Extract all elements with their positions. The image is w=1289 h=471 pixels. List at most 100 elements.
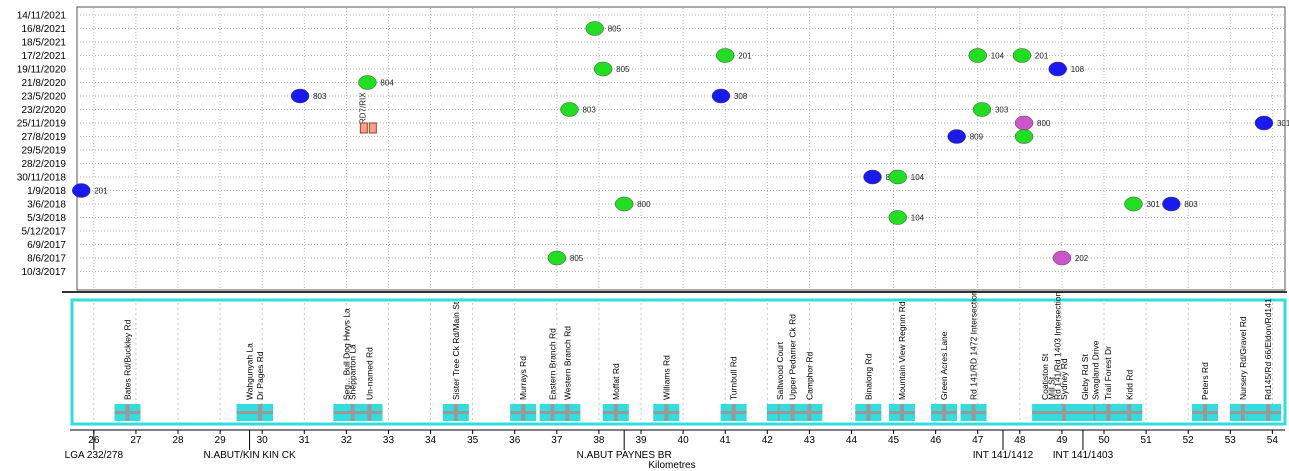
- road-strip-panel: [70, 298, 1287, 426]
- road-intersection: Green Acres Lane: [931, 331, 958, 421]
- road-name: Rd 141/Rd 1403 Intersection: [1053, 292, 1063, 400]
- y-tick-label: 1/9/2018: [27, 186, 66, 197]
- point-marker: [888, 210, 908, 225]
- road-intersection: Dr Pages Rd: [247, 351, 274, 421]
- y-tick-label: 6/9/2017: [27, 240, 66, 251]
- road-name: Peters Rd: [1200, 362, 1210, 400]
- road-name: Trail Forest Dr: [1103, 346, 1113, 400]
- crash-point: 201: [71, 183, 108, 198]
- point-label: 800: [637, 200, 651, 209]
- road-intersection: Moffat Rd: [602, 363, 629, 421]
- y-tick-label: 21/8/2020: [22, 78, 67, 89]
- road-intersection: Turnbull Rd: [720, 356, 747, 421]
- road-intersection: Nursery Rd/Gravel Rd: [1229, 316, 1256, 421]
- point-label: 803: [1184, 200, 1198, 209]
- point-label: 809: [970, 133, 984, 142]
- road-name: Sister Tree Ck Rd/Main St: [451, 301, 461, 400]
- crash-point: 104: [888, 169, 925, 185]
- crash-point: 800: [614, 196, 651, 212]
- annotation-label: RD7/RIX: [358, 92, 367, 124]
- point-marker: [1124, 196, 1143, 212]
- point-marker: [1254, 115, 1274, 131]
- point-label: 202: [1075, 254, 1089, 263]
- point-label: 800: [1037, 119, 1051, 128]
- road-intersection: Peters Rd: [1192, 362, 1219, 421]
- road-intersection: Rd 141/RD 1472 Intersection: [960, 290, 987, 421]
- crash-point: 201: [715, 48, 752, 63]
- x-tick-label: 43: [804, 435, 816, 446]
- y-tick-label: 5/12/2017: [22, 227, 67, 238]
- x-tick-label: 32: [341, 435, 353, 446]
- y-tick-label: 3/6/2018: [27, 200, 66, 211]
- crash-point: 301: [1254, 115, 1289, 131]
- crash-point: 104: [968, 48, 1005, 63]
- point-label: 104: [911, 173, 925, 182]
- x-tick-label: 39: [635, 435, 647, 446]
- road-intersection: Camphor Rd: [796, 352, 823, 421]
- x-tick-label: 48: [1014, 435, 1026, 446]
- y-tick-label: 14/11/2021: [17, 11, 67, 22]
- point-marker: [863, 169, 882, 185]
- road-intersection: Sydney Rd: [1051, 358, 1078, 421]
- x-tick-label: 35: [467, 435, 479, 446]
- point-marker: [1014, 129, 1034, 144]
- x-tick-label: 51: [1141, 435, 1153, 446]
- road-name: Binalong Rd: [863, 353, 873, 400]
- point-label: 201: [1035, 52, 1049, 61]
- point-label: 301: [1146, 200, 1160, 209]
- chainage-label: INT 141/1403: [1053, 450, 1114, 461]
- crash-point: 803: [1162, 196, 1198, 212]
- road-name: Seg... Bull Dog Hwys La: [341, 308, 351, 400]
- point-marker: [968, 48, 987, 63]
- road-name: Rd145/Rd 66/Eldon/Rd141: [1263, 298, 1273, 400]
- point-marker: [593, 61, 613, 77]
- crash-point: 803: [560, 102, 596, 117]
- road-intersection: Kidd Rd: [1116, 369, 1143, 421]
- x-tick-label: 47: [972, 435, 984, 446]
- road-intersection: Rd145/Rd 66/Eldon/Rd141: [1255, 298, 1282, 421]
- annotation: RD7/RIX: [358, 92, 377, 134]
- point-label: 104: [911, 214, 925, 223]
- point-label: 201: [94, 187, 108, 196]
- point-marker: [1162, 196, 1181, 212]
- crash-point: [1014, 129, 1034, 144]
- x-tick-label: 29: [215, 435, 227, 446]
- y-tick-label: 17/2/2021: [22, 51, 67, 62]
- x-tick-label: 42: [762, 435, 774, 446]
- y-tick-label: 16/8/2021: [22, 24, 67, 35]
- point-label: 308: [734, 92, 748, 101]
- road-name: Dr Pages Rd: [255, 351, 265, 400]
- crash-point: 301: [1124, 196, 1160, 212]
- point-marker: [711, 88, 731, 104]
- road-intersection: Bates Rd/Buckley Rd: [114, 319, 141, 421]
- road-name: Camphor Rd: [804, 352, 814, 400]
- road-name: Gleby Rd St: [1080, 354, 1090, 400]
- road-name: Mountain View Regnm Rd: [897, 301, 907, 400]
- data-points: 805 201 805 104 201 108 804 803 308 303 803 301 809 8…: [71, 21, 1289, 266]
- x-tick-label: 34: [425, 435, 437, 446]
- x-axis-title: Kilometres: [648, 460, 695, 471]
- road-name: Green Acres Lane: [939, 331, 949, 400]
- x-tick-label: 36: [509, 435, 521, 446]
- road-name: Wahgunyah La: [245, 343, 255, 400]
- road-strip: Bates Rd/Buckley Rd Wahgunyah La Dr Pages …: [114, 290, 1282, 421]
- x-tick-label: 49: [1056, 435, 1068, 446]
- road-name: Sydney Rd: [1059, 358, 1069, 400]
- chainage-label: N.ABUT PAYNES BR: [577, 450, 672, 461]
- point-marker: [1052, 250, 1072, 266]
- x-tick-label: 46: [930, 435, 942, 446]
- x-axis: 26 27 28 29 30 31 32 33 34 35 36 37 38 39 40 41 42 43 44 45…: [65, 429, 1285, 461]
- x-tick-label: 27: [130, 435, 142, 446]
- crash-point: 108: [1048, 61, 1085, 77]
- point-marker: [1048, 61, 1067, 77]
- road-intersection: Williams Rd: [653, 355, 680, 421]
- point-marker: [972, 102, 992, 117]
- point-marker: [888, 169, 908, 185]
- road-name: Saltwood Court: [775, 341, 785, 400]
- road-name: Williams Rd: [661, 355, 671, 400]
- road-name: Upper Pedamer Ck Rd: [788, 314, 798, 400]
- x-tick-label: 37: [551, 435, 563, 446]
- plot-frame: [76, 6, 1286, 291]
- crash-point: 201: [1012, 48, 1049, 63]
